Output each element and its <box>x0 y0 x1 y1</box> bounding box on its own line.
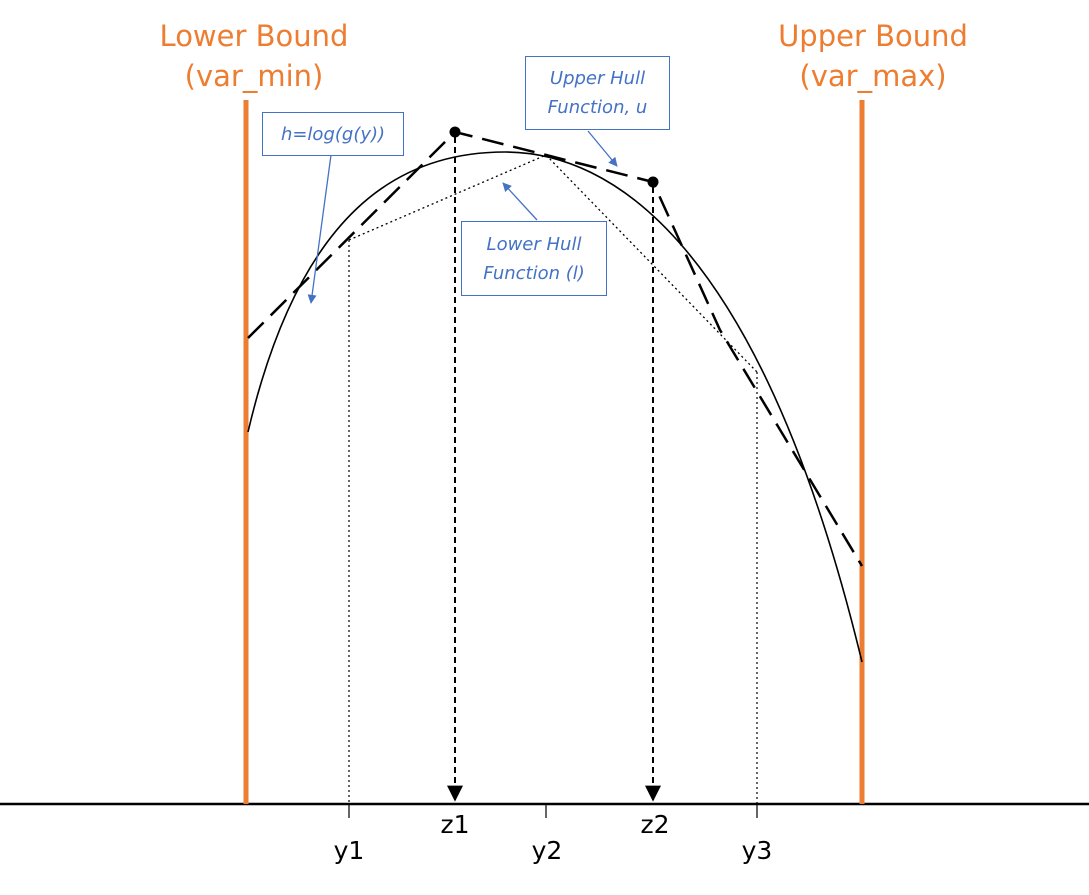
lower-hull-callout-line2: Function (l) <box>483 262 585 284</box>
lower-hull-callout-line1: Lower Hull <box>486 233 582 255</box>
upper-hull-callout: Upper Hull Function, u <box>525 56 670 130</box>
lower-bound-label-line2: (var_min) <box>184 59 324 93</box>
lower-bound-label-line1: Lower Bound <box>159 19 349 53</box>
z2-point <box>647 176 659 188</box>
upper-bound-label-line1: Upper Bound <box>778 19 968 53</box>
z1-label: z1 <box>440 810 470 839</box>
upper-hull-callout-line1: Upper Hull <box>549 68 646 89</box>
upper-hull-callout-line2: Function, u <box>547 97 648 118</box>
lower-bound-label: Lower Bound (var_min) <box>152 16 356 96</box>
upper-bound-label: Upper Bound (var_max) <box>770 16 976 96</box>
lower-hull-dotted <box>348 154 758 373</box>
upper-hull-callout-pointer <box>587 130 618 167</box>
z1-point <box>449 126 461 138</box>
y2-label: y2 <box>531 836 563 865</box>
h-function-callout: h=log(g(y)) <box>262 112 404 156</box>
h-callout-pointer <box>307 154 332 304</box>
y1-label: y1 <box>333 836 365 865</box>
y3-label: y3 <box>741 836 773 865</box>
h-function-callout-text: h=log(g(y)) <box>280 123 386 145</box>
upper-hull-dashed <box>247 130 864 567</box>
z2-label: z2 <box>640 810 670 839</box>
upper-bound-label-line2: (var_max) <box>799 59 947 93</box>
lower-hull-callout-pointer <box>502 182 538 221</box>
h-curve <box>247 151 863 663</box>
lower-hull-callout: Lower Hull Function (l) <box>461 221 607 296</box>
